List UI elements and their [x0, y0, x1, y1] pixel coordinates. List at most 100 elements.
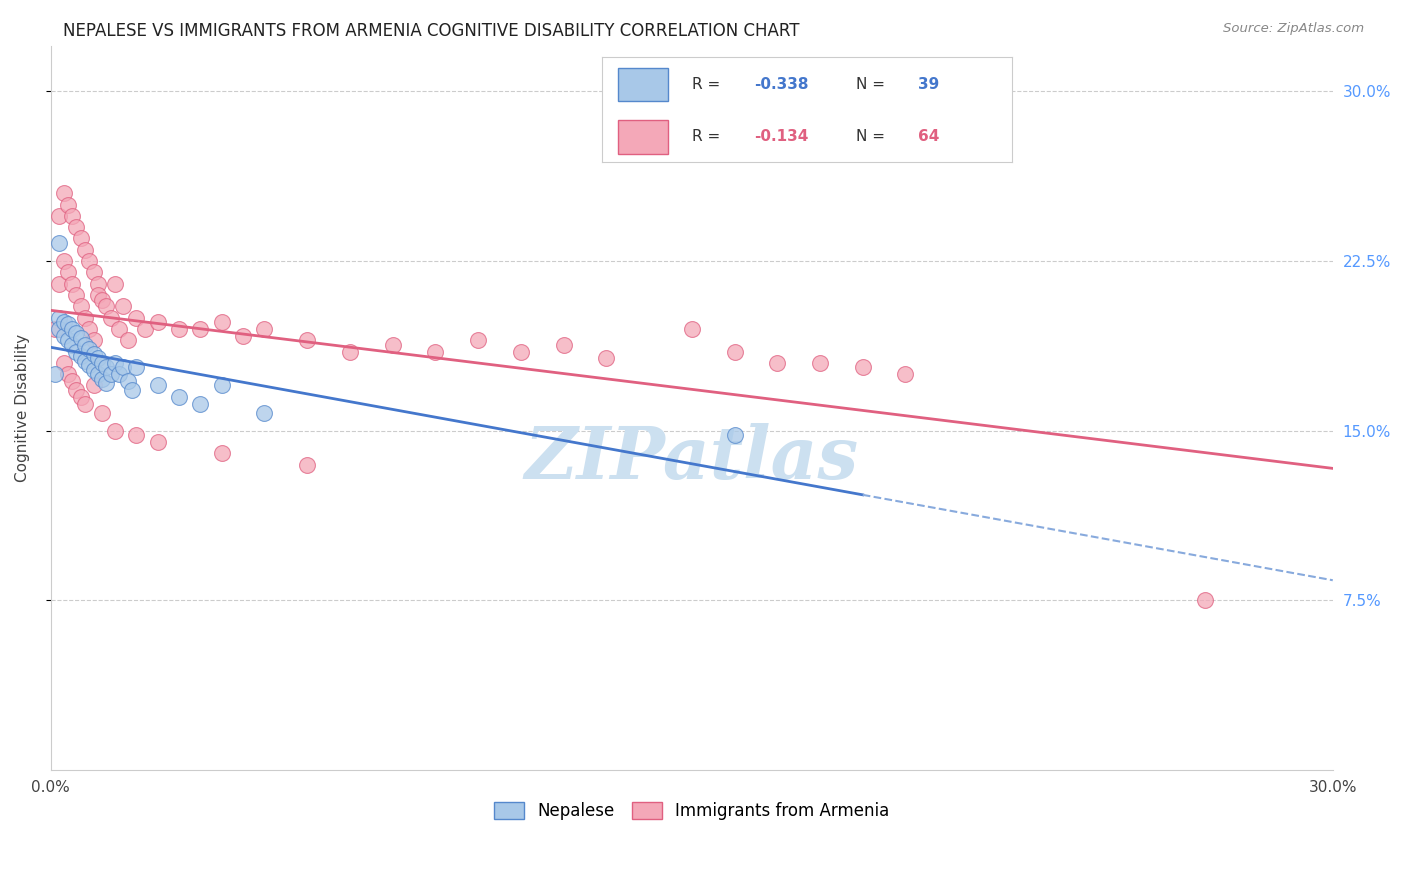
Point — [44, 322, 66, 336]
Point — [108, 322, 131, 336]
Point — [73, 243, 96, 257]
Point — [112, 360, 135, 375]
Point — [48, 235, 70, 250]
Point — [723, 344, 745, 359]
Point — [60, 338, 83, 352]
Text: NEPALESE VS IMMIGRANTS FROM ARMENIA COGNITIVE DISABILITY CORRELATION CHART: NEPALESE VS IMMIGRANTS FROM ARMENIA COGN… — [63, 22, 800, 40]
Point — [83, 265, 105, 279]
Point — [60, 322, 83, 336]
Point — [60, 209, 83, 223]
Point — [146, 315, 169, 329]
Point — [48, 277, 70, 291]
Point — [117, 333, 139, 347]
Point — [73, 338, 96, 352]
Point — [681, 322, 703, 336]
Point — [83, 333, 105, 347]
Point — [125, 310, 148, 325]
Point — [232, 328, 254, 343]
Point — [146, 378, 169, 392]
Point — [69, 331, 91, 345]
Point — [852, 360, 875, 375]
Point — [65, 326, 87, 341]
Point — [96, 299, 118, 313]
Point — [87, 277, 110, 291]
Point — [467, 333, 489, 347]
Point — [91, 372, 114, 386]
Point — [211, 378, 233, 392]
Point — [56, 333, 79, 347]
Point — [91, 293, 114, 307]
Point — [100, 367, 122, 381]
Point — [211, 315, 233, 329]
Point — [69, 231, 91, 245]
Point — [65, 220, 87, 235]
Point — [339, 344, 361, 359]
Point — [69, 299, 91, 313]
Point — [894, 367, 917, 381]
Point — [104, 356, 127, 370]
Point — [48, 209, 70, 223]
Point — [87, 288, 110, 302]
Point — [83, 378, 105, 392]
Point — [117, 374, 139, 388]
Point — [100, 310, 122, 325]
Point — [79, 254, 101, 268]
Point — [48, 322, 70, 336]
Point — [297, 333, 319, 347]
Y-axis label: Cognitive Disability: Cognitive Disability — [15, 334, 30, 483]
Point — [425, 344, 447, 359]
Point — [134, 322, 156, 336]
Point — [79, 358, 101, 372]
Point — [125, 428, 148, 442]
Point — [253, 322, 276, 336]
Point — [595, 351, 617, 366]
Point — [73, 353, 96, 368]
Point — [65, 344, 87, 359]
Point — [190, 396, 212, 410]
Point — [112, 299, 135, 313]
Point — [190, 322, 212, 336]
Legend: Nepalese, Immigrants from Armenia: Nepalese, Immigrants from Armenia — [488, 796, 896, 827]
Point — [808, 356, 831, 370]
Point — [766, 356, 789, 370]
Point — [167, 390, 190, 404]
Point — [52, 328, 75, 343]
Point — [73, 396, 96, 410]
Point — [52, 315, 75, 329]
Point — [69, 349, 91, 363]
Point — [83, 347, 105, 361]
Point — [723, 428, 745, 442]
Text: ZIPatlas: ZIPatlas — [524, 424, 859, 494]
Point — [73, 310, 96, 325]
Point — [48, 310, 70, 325]
Point — [79, 343, 101, 357]
Point — [56, 265, 79, 279]
Point — [96, 360, 118, 375]
Point — [121, 383, 143, 397]
Point — [211, 446, 233, 460]
Point — [125, 360, 148, 375]
Point — [87, 351, 110, 366]
Point — [381, 338, 404, 352]
Point — [146, 435, 169, 450]
Point — [56, 367, 79, 381]
Point — [79, 322, 101, 336]
Point — [60, 277, 83, 291]
Point — [167, 322, 190, 336]
Point — [108, 367, 131, 381]
Point — [56, 318, 79, 332]
Point — [44, 367, 66, 381]
Point — [65, 383, 87, 397]
Point — [96, 376, 118, 391]
Point — [87, 367, 110, 381]
Point — [52, 186, 75, 201]
Point — [52, 356, 75, 370]
Point — [83, 362, 105, 376]
Point — [91, 356, 114, 370]
Point — [253, 406, 276, 420]
Point — [297, 458, 319, 472]
Point — [509, 344, 531, 359]
Point — [91, 406, 114, 420]
Point — [104, 424, 127, 438]
Point — [65, 288, 87, 302]
